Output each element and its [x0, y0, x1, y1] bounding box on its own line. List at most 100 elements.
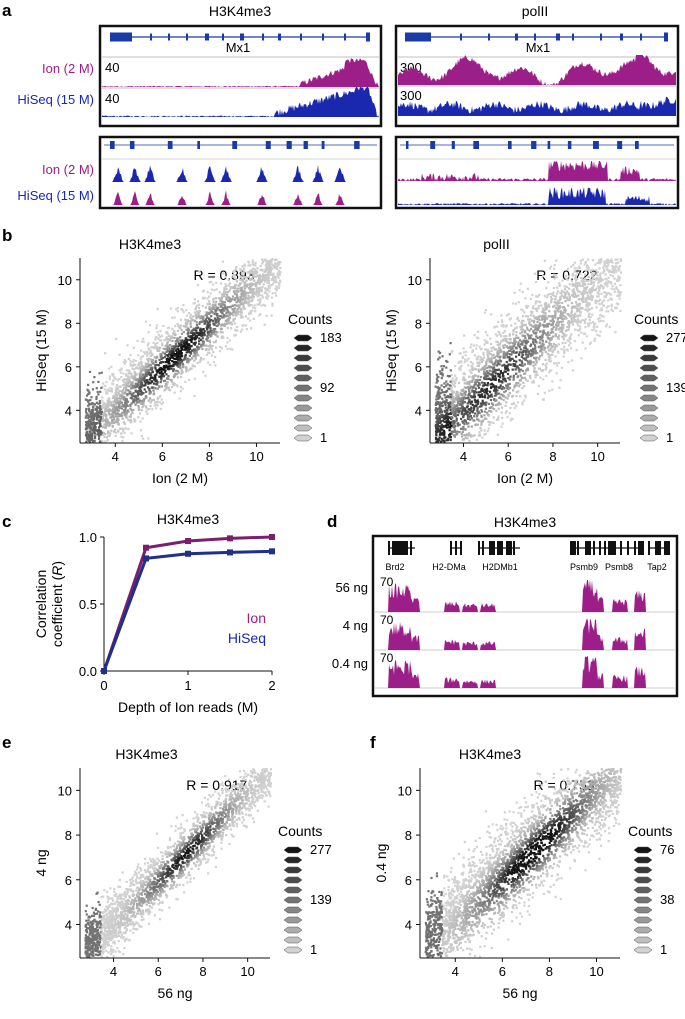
scatter-point [201, 328, 204, 331]
scatter-point [520, 368, 523, 371]
scatter-point [142, 384, 145, 387]
scatter-point [587, 315, 590, 319]
gene-exon [262, 33, 264, 41]
scatter-point [101, 425, 105, 428]
scatter-point [526, 353, 530, 356]
scatter-point [165, 364, 168, 367]
scatter-point [182, 364, 185, 367]
scatter-point [593, 271, 596, 275]
scatter-point [436, 376, 439, 379]
scatter-point [122, 429, 125, 432]
scatter-point [480, 429, 483, 432]
scatter-point [480, 414, 483, 417]
scatter-point [277, 271, 280, 274]
scatter-point [483, 368, 487, 371]
scatter-point [131, 365, 134, 368]
scatter-point [258, 282, 261, 286]
scatter-point [272, 279, 275, 282]
scatter-point [570, 312, 573, 315]
scatter-point [530, 327, 533, 330]
scatter-point [214, 304, 217, 307]
scatter-point [89, 430, 92, 433]
scatter-point [186, 345, 189, 348]
scatter-point [478, 412, 481, 415]
scatter-point [490, 386, 493, 389]
scatter-point [591, 329, 594, 332]
scatter-point [498, 363, 501, 366]
scatter-point [566, 339, 569, 342]
scatter-point [145, 390, 148, 393]
scatter-point [568, 337, 571, 340]
scatter-point [247, 317, 250, 320]
scatter-point [440, 416, 443, 419]
scatter-point [241, 293, 244, 297]
scatter-point [103, 423, 106, 426]
gene-exon [617, 141, 623, 149]
scatter-point [187, 335, 190, 338]
mx1-gene-model-right [405, 32, 668, 42]
scatter-point [123, 431, 126, 434]
scatter-point [568, 344, 571, 347]
scatter-point [440, 440, 443, 443]
scatter-point [226, 299, 230, 302]
scatter-point [511, 350, 514, 354]
scatter-point [554, 314, 557, 317]
scatter-point [566, 325, 569, 328]
scatter-point [555, 323, 558, 326]
scatter-point [99, 418, 102, 421]
scatter-point [120, 401, 124, 404]
scatter-point [131, 375, 134, 378]
scatter-point [206, 330, 209, 333]
scatter-point [497, 386, 500, 389]
scatter-point [592, 326, 595, 329]
scatter-point [136, 339, 139, 343]
scatter-point [127, 418, 130, 421]
scatter-point [603, 260, 606, 263]
y-tick-label: 10 [58, 273, 72, 288]
scatter-point [489, 352, 492, 356]
scatter-point [541, 369, 544, 373]
scatter-point [136, 394, 140, 397]
scatter-point [579, 311, 582, 314]
scatter-point [583, 320, 586, 323]
scatter-point [204, 374, 207, 377]
scatter-point [529, 352, 532, 355]
scatter-point [215, 314, 218, 317]
scatter-point [485, 387, 488, 390]
scatter-point [156, 383, 159, 386]
scatter-point [462, 421, 465, 424]
scatter-point [568, 283, 571, 286]
scatter-point [127, 372, 130, 375]
scatter-point [168, 362, 171, 365]
scatter-point [607, 305, 610, 308]
scatter-point [185, 328, 188, 331]
scatter-point [444, 403, 447, 407]
scatter-point [236, 287, 239, 290]
scatter-point [89, 433, 92, 436]
gene-exon [278, 33, 281, 41]
scatter-point [583, 292, 586, 295]
scatter-point [124, 384, 127, 387]
scatter-point [101, 431, 104, 434]
scatter-point [166, 347, 169, 350]
scatter-point [591, 268, 594, 271]
scatter-point [615, 302, 618, 305]
scatter-point [545, 362, 548, 365]
scatter-point [102, 432, 105, 435]
scatter-point [600, 309, 604, 312]
scatter-point [518, 339, 521, 342]
scatter-point [107, 435, 110, 438]
scatter-point [442, 432, 445, 435]
scatter-point [512, 349, 515, 352]
scatter-point [553, 295, 556, 298]
scatter-point [93, 437, 97, 440]
scatter-point [547, 331, 550, 334]
scatter-point [497, 349, 500, 352]
scatter-point [521, 309, 524, 312]
scatter-point [133, 368, 136, 371]
scatter-point [269, 273, 272, 276]
scatter-point [270, 283, 273, 287]
scatter-point [116, 379, 119, 382]
scatter-point [448, 375, 451, 378]
scatter-point [262, 260, 265, 263]
